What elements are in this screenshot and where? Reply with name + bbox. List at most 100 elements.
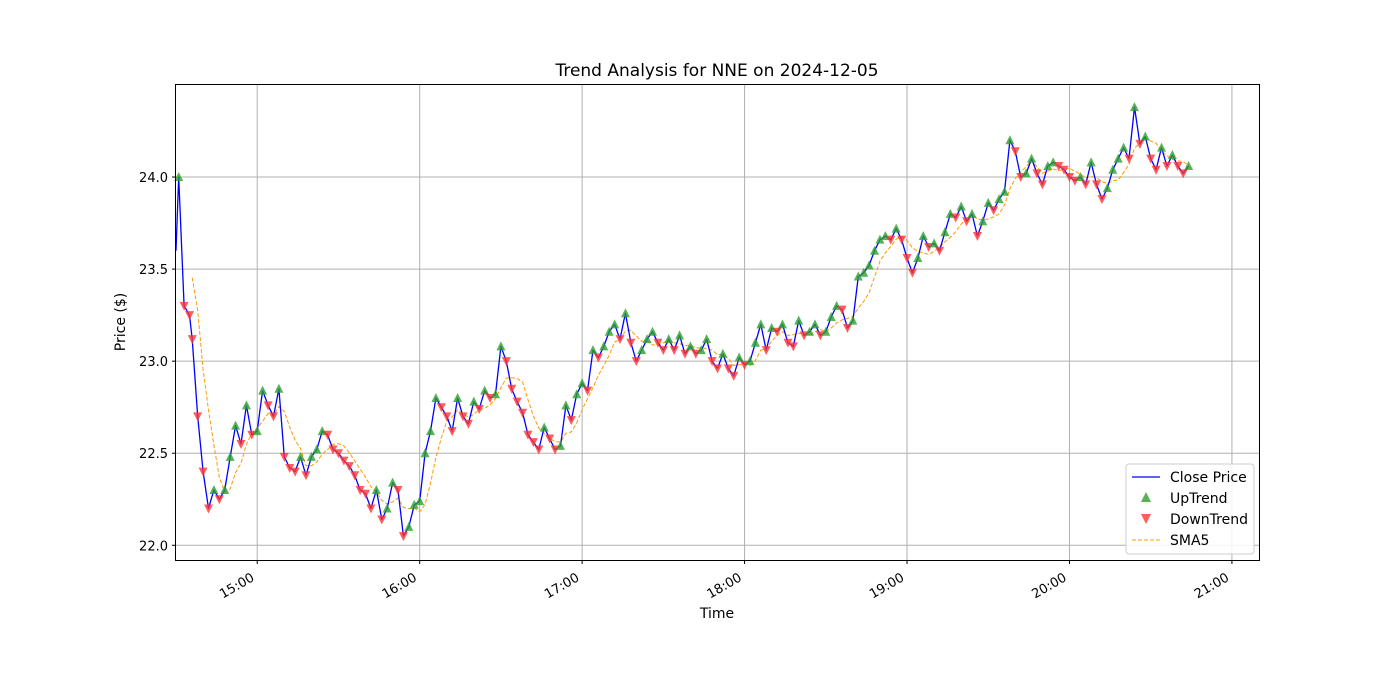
downtrend-marker: [897, 235, 907, 245]
downtrend-marker: [350, 471, 360, 481]
uptrend-marker: [388, 477, 398, 487]
uptrend-marker: [805, 326, 815, 336]
uptrend-marker: [1119, 142, 1129, 152]
downtrend-marker: [203, 504, 213, 514]
downtrend-marker: [972, 231, 982, 241]
downtrend-marker: [236, 440, 246, 450]
downtrend-marker: [1037, 180, 1047, 190]
uptrend-marker: [415, 496, 425, 506]
y-tick-label: 23.5: [139, 263, 168, 278]
y-tick-label: 23.0: [139, 355, 168, 370]
uptrend-marker: [306, 451, 316, 461]
legend-uptrend-label: UpTrend: [1170, 491, 1227, 507]
downtrend-marker: [1092, 180, 1102, 190]
downtrend-marker: [1146, 154, 1156, 164]
legend-sma-label: SMA5: [1170, 533, 1209, 549]
downtrend-marker: [523, 430, 533, 440]
legend: Close Price UpTrend DownTrend SMA5: [1125, 463, 1255, 555]
downtrend-marker: [1124, 154, 1134, 164]
uptrend-marker: [853, 271, 863, 281]
uptrend-marker: [1167, 149, 1177, 159]
uptrend-marker: [252, 426, 262, 436]
downtrend-marker: [783, 338, 793, 348]
uptrend-marker: [426, 426, 436, 436]
uptrend-marker: [453, 392, 463, 402]
downtrend-marker: [193, 412, 203, 422]
uptrend-marker: [610, 319, 620, 329]
uptrend-marker: [870, 245, 880, 255]
uptrend-marker: [994, 194, 1004, 204]
uptrend-marker: [1129, 102, 1139, 112]
uptrend-marker: [777, 319, 787, 329]
downtrend-marker: [458, 412, 468, 422]
downtrend-marker: [279, 452, 289, 462]
downtrend-marker: [626, 338, 636, 348]
uptrend-marker: [642, 334, 652, 344]
downtrend-marker: [1059, 165, 1069, 175]
y-axis-ticks: 22.0 22.5 23.0 23.5 24.0: [139, 171, 176, 554]
downtrend-marker: [512, 397, 522, 407]
downtrend-marker: [214, 495, 224, 505]
uptrend-marker: [1108, 164, 1118, 174]
uptrend-marker: [685, 341, 695, 351]
downtrend-marker: [187, 335, 197, 345]
uptrend-marker: [274, 383, 284, 393]
uptrend-marker: [620, 308, 630, 318]
downtrend-marker: [962, 217, 972, 227]
plot-frame: [175, 84, 1260, 561]
downtrend-marker: [366, 504, 376, 514]
uptrend-marker: [664, 334, 674, 344]
downtrend-marker: [707, 357, 717, 367]
uptrend-marker: [918, 230, 928, 240]
uptrend-marker: [875, 234, 885, 244]
uptrend-marker: [956, 201, 966, 211]
downtrend-marker: [442, 412, 452, 422]
uptrend-marker: [312, 444, 322, 454]
downtrend-marker: [1081, 180, 1091, 190]
uptrend-marker: [1086, 157, 1096, 167]
downtrend-marker: [788, 342, 798, 352]
uptrend-marker: [561, 400, 571, 410]
uptrend-marker: [999, 186, 1009, 196]
downtrend-marker: [615, 335, 625, 345]
uptrend-marker: [637, 345, 647, 355]
downtrend-marker: [713, 364, 722, 374]
uptrend-marker: [496, 341, 506, 351]
legend-close-label: Close Price: [1170, 470, 1247, 486]
uptrend-marker: [929, 238, 939, 248]
uptrend-marker: [810, 319, 820, 329]
downtrend-marker: [179, 301, 189, 311]
uptrend-marker: [1140, 131, 1150, 141]
uptrend-marker: [231, 420, 241, 430]
downtrend-marker: [361, 489, 371, 499]
downtrend-marker: [185, 311, 195, 321]
trend-marker-layer: [174, 102, 1194, 542]
uptrend-marker: [859, 267, 869, 277]
downtrend-marker: [501, 357, 511, 367]
uptrend-marker: [848, 315, 858, 325]
legend-downtrend-label: DownTrend: [1170, 512, 1248, 528]
downtrend-marker: [653, 338, 663, 348]
uptrend-marker: [588, 345, 598, 355]
uptrend-marker: [382, 503, 392, 513]
uptrend-marker: [913, 253, 923, 263]
downtrend-marker: [1178, 169, 1188, 179]
downtrend-marker: [328, 445, 338, 455]
downtrend-marker: [658, 346, 668, 356]
uptrend-marker: [675, 330, 685, 340]
downtrend-marker: [263, 401, 273, 411]
uptrend-marker: [404, 521, 414, 531]
downtrend-marker: [268, 412, 278, 422]
uptrend-marker: [983, 197, 993, 207]
sma-layer: [191, 138, 1189, 513]
downtrend-marker: [583, 386, 593, 396]
uptrend-marker: [826, 311, 836, 321]
uptrend-marker: [209, 485, 219, 495]
downtrend-marker: [301, 471, 311, 481]
downtrend-marker: [772, 327, 782, 337]
downtrend-marker: [837, 305, 847, 315]
uptrend-marker: [734, 352, 744, 362]
uptrend-marker: [1021, 168, 1031, 178]
